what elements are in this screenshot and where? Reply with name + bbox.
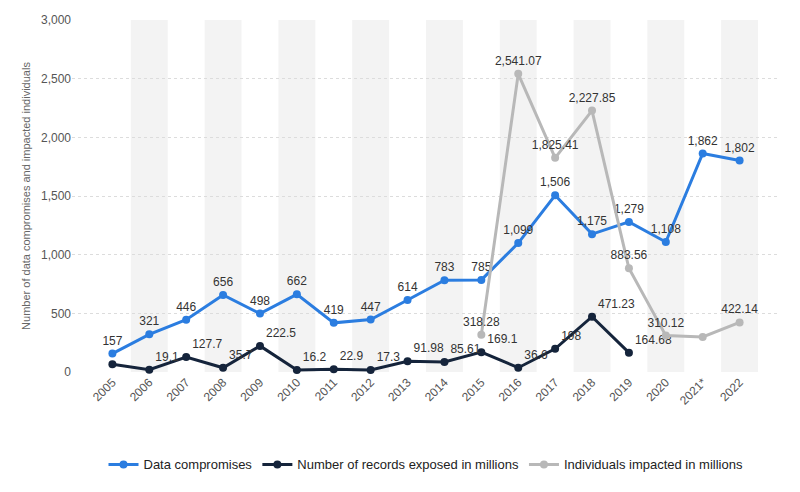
svg-text:36.6: 36.6 (524, 348, 548, 362)
svg-text:883.56: 883.56 (611, 248, 648, 262)
svg-text:471.23: 471.23 (598, 297, 635, 311)
svg-text:2022: 2022 (717, 375, 746, 404)
svg-text:Number of records exposed in m: Number of records exposed in millions (297, 457, 519, 472)
svg-text:17.3: 17.3 (377, 350, 401, 364)
svg-text:446: 446 (176, 300, 196, 314)
svg-text:2021*: 2021* (677, 375, 709, 407)
svg-text:785: 785 (471, 260, 491, 274)
svg-text:3,000: 3,000 (41, 13, 71, 27)
svg-text:Individuals impacted in millio: Individuals impacted in millions (564, 457, 743, 472)
svg-text:321: 321 (139, 314, 159, 328)
svg-text:1,000: 1,000 (41, 248, 71, 262)
svg-text:222.5: 222.5 (266, 326, 296, 340)
svg-text:2020: 2020 (643, 375, 672, 404)
svg-text:Data compromises: Data compromises (144, 457, 253, 472)
svg-text:198: 198 (561, 329, 581, 343)
svg-text:85.61: 85.61 (450, 342, 480, 356)
svg-text:2015: 2015 (459, 375, 488, 404)
svg-text:500: 500 (51, 307, 71, 321)
svg-text:2,000: 2,000 (41, 131, 71, 145)
svg-text:1,500: 1,500 (41, 189, 71, 203)
svg-text:614: 614 (398, 280, 418, 294)
svg-text:318.28: 318.28 (463, 315, 500, 329)
svg-text:656: 656 (213, 275, 233, 289)
svg-text:2018: 2018 (570, 375, 599, 404)
svg-text:127.7: 127.7 (192, 337, 222, 351)
svg-text:169.1: 169.1 (487, 332, 517, 346)
svg-text:1,099: 1,099 (503, 223, 533, 237)
svg-text:2009: 2009 (238, 375, 267, 404)
svg-text:1,175: 1,175 (577, 214, 607, 228)
svg-text:2005: 2005 (90, 375, 119, 404)
svg-text:783: 783 (434, 260, 454, 274)
svg-text:310.12: 310.12 (647, 316, 684, 330)
svg-text:16.2: 16.2 (303, 350, 327, 364)
svg-text:419: 419 (324, 303, 344, 317)
svg-text:1,862: 1,862 (688, 134, 718, 148)
svg-text:1,825.41: 1,825.41 (532, 138, 579, 152)
svg-text:2008: 2008 (201, 375, 230, 404)
svg-text:157: 157 (102, 334, 122, 348)
svg-text:Number of data compromises and: Number of data compromises and impacted … (20, 62, 32, 330)
svg-text:22.9: 22.9 (340, 349, 364, 363)
svg-text:2016: 2016 (496, 375, 525, 404)
svg-text:1,802: 1,802 (725, 141, 755, 155)
svg-text:498: 498 (250, 294, 270, 308)
svg-text:0: 0 (64, 365, 71, 379)
svg-text:1,108: 1,108 (651, 222, 681, 236)
svg-text:2,500: 2,500 (41, 72, 71, 86)
svg-text:2010: 2010 (274, 375, 303, 404)
svg-text:35.7: 35.7 (229, 348, 253, 362)
svg-text:2,541.07: 2,541.07 (495, 54, 542, 68)
svg-text:2012: 2012 (348, 375, 377, 404)
svg-text:662: 662 (287, 274, 307, 288)
svg-text:2017: 2017 (533, 375, 562, 404)
svg-text:422.14: 422.14 (721, 302, 758, 316)
svg-text:2006: 2006 (127, 375, 156, 404)
svg-text:447: 447 (361, 300, 381, 314)
svg-text:2007: 2007 (164, 375, 193, 404)
svg-text:164.68: 164.68 (635, 333, 672, 347)
svg-text:19.1: 19.1 (155, 350, 179, 364)
svg-text:91.98: 91.98 (414, 341, 444, 355)
svg-text:2,227.85: 2,227.85 (569, 91, 616, 105)
svg-text:1,279: 1,279 (614, 202, 644, 216)
svg-text:1,506: 1,506 (540, 175, 570, 189)
svg-text:2019: 2019 (607, 375, 636, 404)
svg-text:2013: 2013 (385, 375, 414, 404)
svg-text:2014: 2014 (422, 375, 451, 404)
svg-text:2011: 2011 (312, 375, 340, 403)
